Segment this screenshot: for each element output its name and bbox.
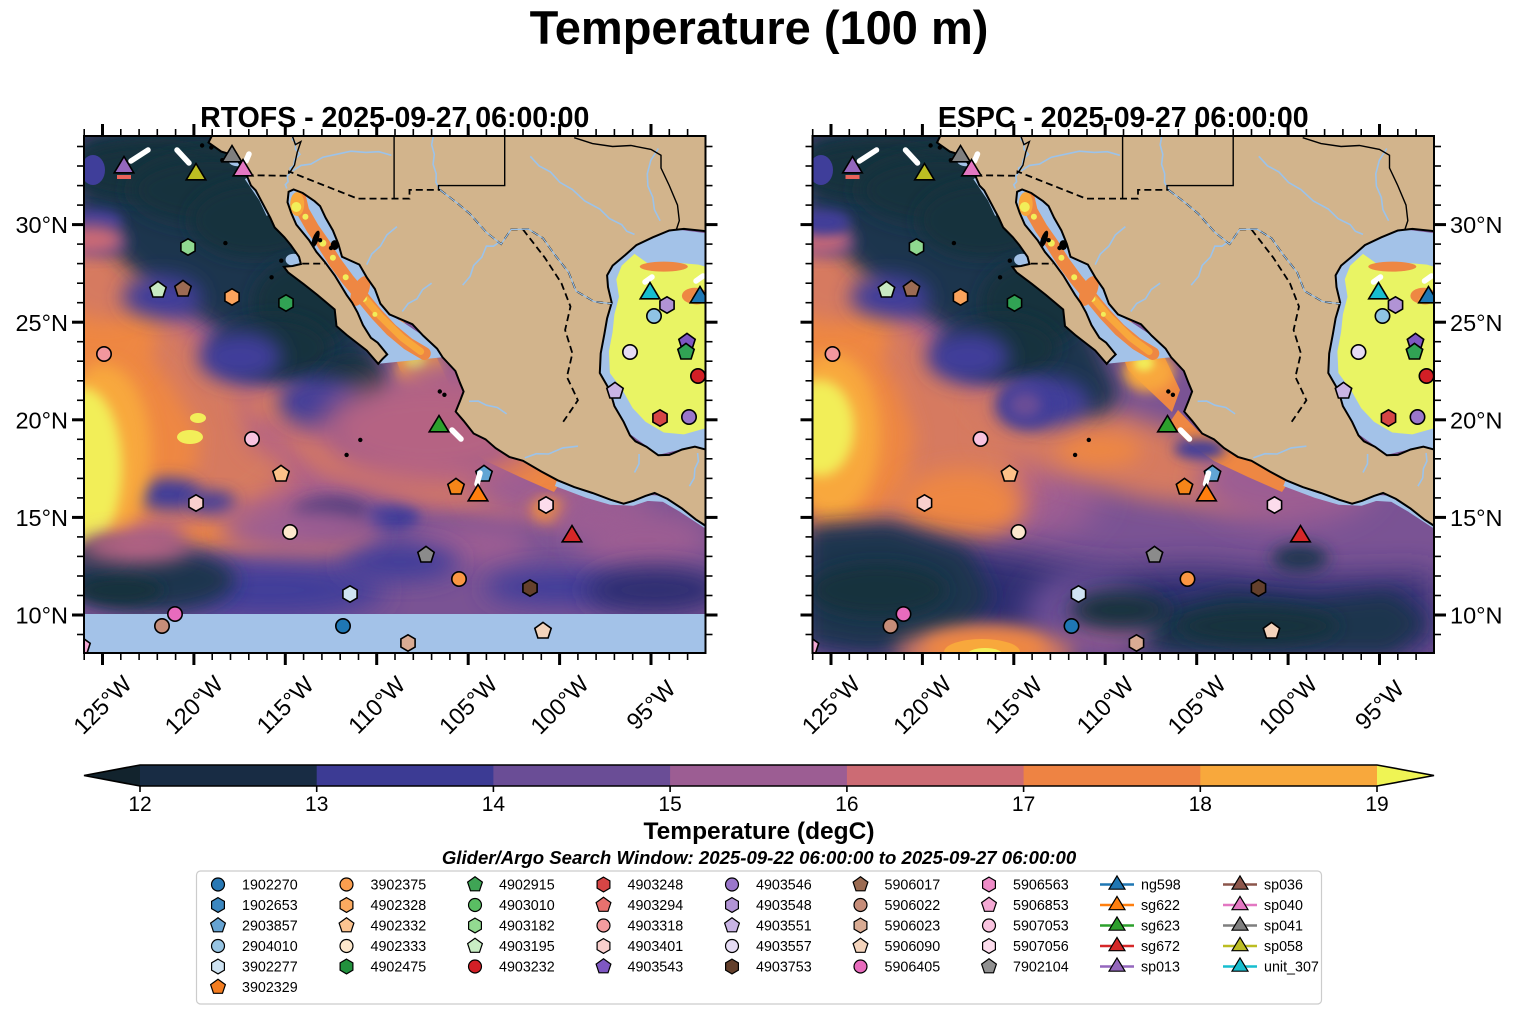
svg-text:4903294: 4903294 xyxy=(628,898,684,914)
svg-text:30°N: 30°N xyxy=(1450,212,1503,238)
svg-text:30°N: 30°N xyxy=(15,212,68,238)
svg-text:4903551: 4903551 xyxy=(756,918,812,934)
svg-text:2904010: 2904010 xyxy=(242,939,298,955)
svg-text:5907053: 5907053 xyxy=(1013,918,1069,934)
svg-text:4903401: 4903401 xyxy=(628,939,684,955)
svg-text:3902329: 3902329 xyxy=(242,980,298,996)
svg-text:1902270: 1902270 xyxy=(242,877,298,893)
svg-text:16: 16 xyxy=(835,793,858,816)
svg-text:sp058: sp058 xyxy=(1264,939,1303,955)
svg-text:sg623: sg623 xyxy=(1141,918,1180,934)
svg-text:4903195: 4903195 xyxy=(499,939,555,955)
svg-text:15°N: 15°N xyxy=(1450,505,1503,531)
svg-text:17: 17 xyxy=(1012,793,1035,816)
svg-text:unit_307: unit_307 xyxy=(1264,959,1319,975)
svg-text:25°N: 25°N xyxy=(15,310,68,336)
svg-text:5906022: 5906022 xyxy=(885,898,941,914)
svg-text:5906090: 5906090 xyxy=(885,939,941,955)
svg-text:Glider/Argo Search Window: 202: Glider/Argo Search Window: 2025-09-22 06… xyxy=(442,847,1077,868)
svg-text:5906563: 5906563 xyxy=(1013,877,1069,893)
svg-text:14: 14 xyxy=(482,793,506,816)
svg-text:sp036: sp036 xyxy=(1264,877,1303,893)
svg-text:sp041: sp041 xyxy=(1264,918,1303,934)
svg-text:sp040: sp040 xyxy=(1264,898,1303,914)
svg-text:1902653: 1902653 xyxy=(242,898,298,914)
svg-text:sg672: sg672 xyxy=(1141,939,1180,955)
svg-text:15°N: 15°N xyxy=(15,505,68,531)
svg-text:4903010: 4903010 xyxy=(499,898,555,914)
svg-text:Temperature (degC): Temperature (degC) xyxy=(644,818,875,845)
svg-text:5906017: 5906017 xyxy=(885,877,941,893)
svg-text:4902328: 4902328 xyxy=(371,898,427,914)
svg-text:18: 18 xyxy=(1189,793,1212,816)
svg-text:sp013: sp013 xyxy=(1141,959,1180,975)
svg-text:ng598: ng598 xyxy=(1141,877,1181,893)
svg-text:25°N: 25°N xyxy=(1450,310,1503,336)
svg-text:5906405: 5906405 xyxy=(885,959,941,975)
svg-text:4903182: 4903182 xyxy=(499,918,555,934)
svg-text:4903232: 4903232 xyxy=(499,959,555,975)
svg-text:ESPC - 2025-09-27 06:00:00: ESPC - 2025-09-27 06:00:00 xyxy=(938,102,1309,134)
svg-text:12: 12 xyxy=(128,793,151,816)
svg-text:4903318: 4903318 xyxy=(628,918,684,934)
svg-text:4903248: 4903248 xyxy=(628,877,684,893)
svg-text:7902104: 7902104 xyxy=(1013,959,1069,975)
svg-text:4902915: 4902915 xyxy=(499,877,555,893)
svg-text:4902475: 4902475 xyxy=(371,959,427,975)
svg-text:19: 19 xyxy=(1365,793,1388,816)
svg-text:10°N: 10°N xyxy=(15,603,68,629)
svg-text:RTOFS - 2025-09-27 06:00:00: RTOFS - 2025-09-27 06:00:00 xyxy=(200,102,589,134)
svg-text:3902277: 3902277 xyxy=(242,959,298,975)
svg-text:4903753: 4903753 xyxy=(756,959,812,975)
svg-text:4902333: 4902333 xyxy=(371,939,427,955)
svg-text:20°N: 20°N xyxy=(1450,407,1503,433)
svg-text:4903557: 4903557 xyxy=(756,939,812,955)
svg-text:Temperature (100 m): Temperature (100 m) xyxy=(530,1,989,54)
svg-text:10°N: 10°N xyxy=(1450,603,1503,629)
svg-text:2903857: 2903857 xyxy=(242,918,298,934)
svg-text:5907056: 5907056 xyxy=(1013,939,1069,955)
svg-text:4903546: 4903546 xyxy=(756,877,812,893)
svg-text:5906023: 5906023 xyxy=(885,918,941,934)
svg-text:5906853: 5906853 xyxy=(1013,898,1069,914)
svg-text:13: 13 xyxy=(305,793,328,816)
svg-text:4903548: 4903548 xyxy=(756,898,812,914)
svg-text:sg622: sg622 xyxy=(1141,898,1180,914)
svg-text:4902332: 4902332 xyxy=(371,918,427,934)
svg-text:15: 15 xyxy=(658,793,681,816)
svg-text:3902375: 3902375 xyxy=(371,877,427,893)
svg-text:20°N: 20°N xyxy=(15,407,68,433)
svg-text:4903543: 4903543 xyxy=(628,959,684,975)
